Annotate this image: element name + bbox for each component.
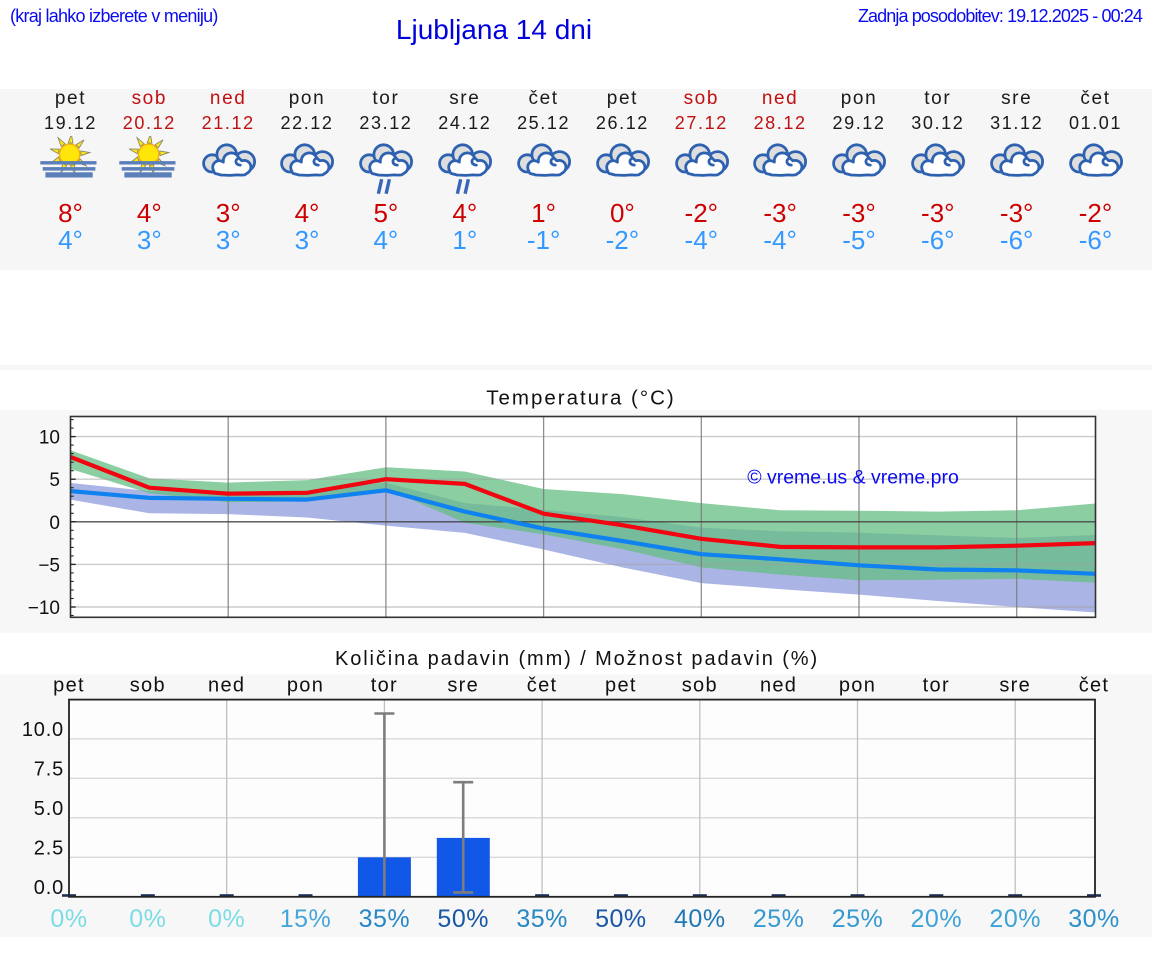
- svg-text:30%: 30%: [1068, 905, 1120, 933]
- svg-text:7.5: 7.5: [34, 758, 64, 780]
- svg-text:pet: pet: [53, 675, 85, 697]
- svg-text:sob: sob: [130, 675, 166, 697]
- svg-text:tor: tor: [923, 675, 950, 697]
- svg-text:ned: ned: [208, 675, 245, 697]
- svg-text:25%: 25%: [753, 905, 805, 933]
- svg-text:−10: −10: [28, 598, 60, 619]
- svg-text:tor: tor: [371, 675, 398, 697]
- svg-text:0%: 0%: [208, 905, 245, 933]
- svg-text:Temperatura (°C): Temperatura (°C): [486, 387, 675, 410]
- svg-text:20%: 20%: [989, 905, 1041, 933]
- svg-text:10.0: 10.0: [22, 719, 64, 741]
- svg-text:35%: 35%: [359, 905, 411, 933]
- svg-text:pet: pet: [605, 675, 637, 697]
- svg-text:10: 10: [39, 428, 60, 449]
- svg-text:20%: 20%: [911, 905, 963, 933]
- svg-text:2.5: 2.5: [34, 837, 64, 859]
- svg-text:0.0: 0.0: [34, 877, 64, 899]
- svg-text:35%: 35%: [516, 905, 568, 933]
- svg-text:pon: pon: [839, 675, 876, 697]
- svg-text:−5: −5: [38, 555, 60, 576]
- svg-text:čet: čet: [1079, 675, 1110, 697]
- svg-text:25%: 25%: [832, 905, 884, 933]
- svg-text:© vreme.us & vreme.pro: © vreme.us & vreme.pro: [747, 467, 959, 489]
- svg-text:sob: sob: [682, 675, 718, 697]
- svg-text:ned: ned: [760, 675, 797, 697]
- svg-text:čet: čet: [527, 675, 558, 697]
- svg-text:0%: 0%: [50, 905, 87, 933]
- svg-text:40%: 40%: [674, 905, 726, 933]
- svg-text:0: 0: [49, 513, 60, 534]
- svg-text:sre: sre: [447, 675, 479, 697]
- svg-text:15%: 15%: [280, 905, 332, 933]
- svg-text:50%: 50%: [595, 905, 647, 933]
- svg-text:pon: pon: [287, 675, 324, 697]
- svg-text:5: 5: [49, 470, 60, 491]
- svg-text:5.0: 5.0: [34, 798, 64, 820]
- svg-text:Količina padavin (mm) / Možnos: Količina padavin (mm) / Možnost padavin …: [335, 648, 819, 670]
- svg-text:0%: 0%: [129, 905, 166, 933]
- svg-text:sre: sre: [999, 675, 1031, 697]
- svg-text:50%: 50%: [437, 905, 489, 933]
